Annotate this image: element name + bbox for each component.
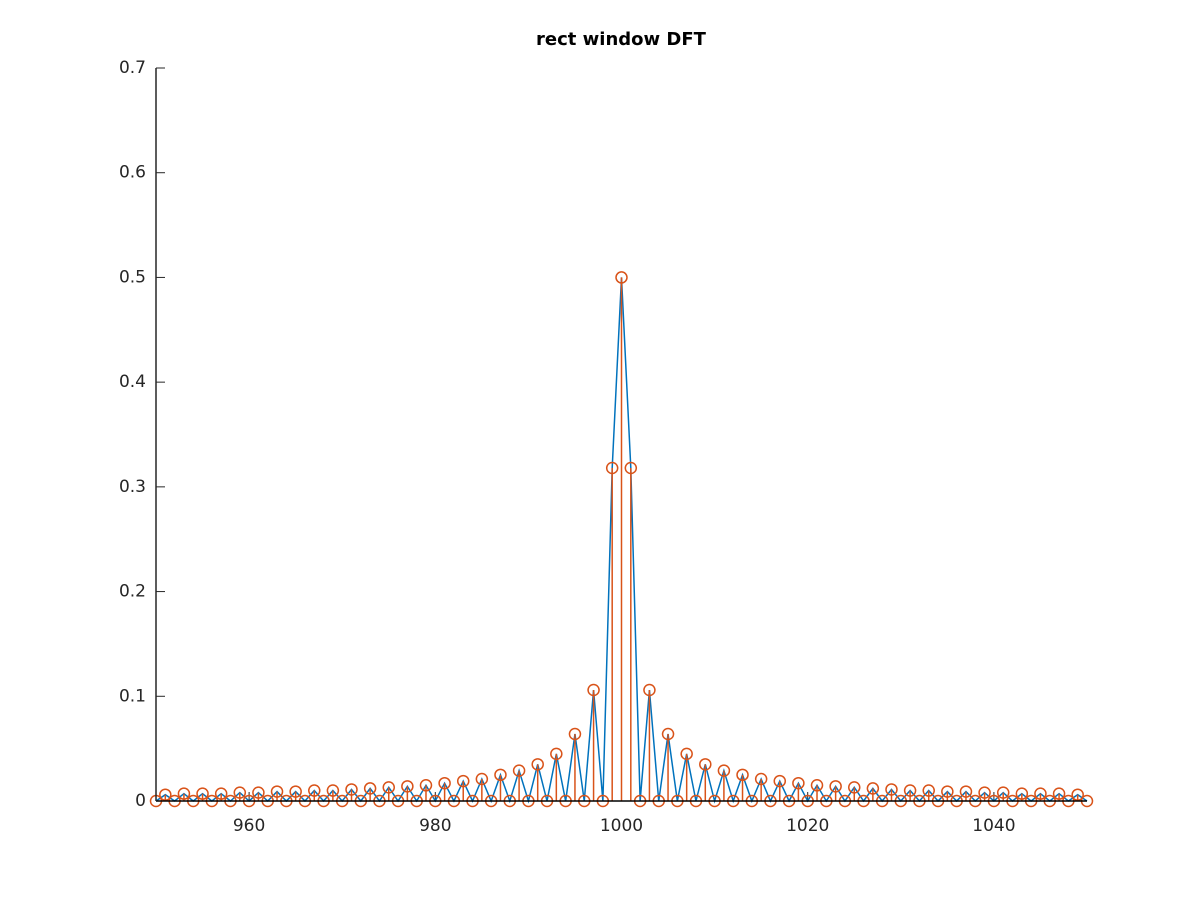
stem-marker: [661, 727, 675, 741]
stem-marker: [401, 780, 414, 793]
stem-marker: [345, 783, 358, 796]
stem-marker: [214, 787, 228, 800]
stem-marker: [568, 727, 582, 741]
stem-marker: [456, 774, 470, 788]
stem-marker: [382, 781, 395, 794]
y-tick-label: 0: [135, 791, 146, 811]
stem-marker: [615, 271, 628, 284]
stem-marker: [531, 758, 544, 771]
stem-marker: [550, 747, 563, 761]
stem-marker: [699, 758, 712, 771]
y-tick-label: 0.1: [119, 686, 146, 706]
stem-marker: [233, 786, 247, 799]
stem-marker: [717, 764, 731, 777]
stem-marker: [903, 784, 917, 797]
y-tick-label: 0.4: [119, 372, 146, 392]
stem-marker: [643, 683, 656, 697]
stem-marker: [810, 779, 824, 792]
stem-marker: [196, 787, 209, 800]
stem-marker: [978, 786, 991, 799]
stem-marker: [680, 747, 693, 761]
stem-marker: [885, 783, 898, 796]
stem-marker: [754, 772, 768, 786]
stem-marker: [587, 683, 600, 697]
stem-marker: [941, 785, 954, 798]
stem-marker: [792, 776, 805, 790]
x-tick-label: 980: [419, 816, 451, 836]
stem-marker: [177, 787, 191, 800]
stem-marker: [363, 782, 377, 795]
stem-marker: [270, 785, 284, 798]
stem-marker: [475, 772, 489, 786]
stem-marker: [494, 768, 507, 782]
y-tick-label: 0.3: [119, 477, 146, 497]
stem-marker: [866, 782, 880, 795]
stem-marker: [922, 784, 935, 797]
x-tick-label: 1040: [972, 816, 1015, 836]
stem-marker: [1052, 787, 1066, 800]
stem-marker: [1015, 787, 1029, 800]
y-tick-label: 0.7: [119, 58, 146, 78]
chart-title: rect window DFT: [536, 29, 707, 50]
stem-marker: [605, 461, 619, 475]
stem-marker: [308, 784, 321, 797]
stem-marker: [624, 461, 638, 475]
stem-marker: [419, 779, 433, 792]
stem-marker: [438, 776, 451, 790]
stem-marker: [1071, 788, 1084, 801]
stem-marker: [326, 784, 340, 797]
x-tick-label: 1020: [786, 816, 829, 836]
stem-marker: [159, 788, 172, 801]
x-tick-label: 1000: [600, 816, 643, 836]
stem-marker: [829, 780, 842, 793]
x-tick-label: 960: [233, 816, 265, 836]
stem-marker: [289, 785, 302, 798]
stem-marker: [252, 786, 265, 799]
stem-marker: [848, 781, 861, 794]
y-tick-label: 0.6: [119, 163, 146, 183]
stem-marker: [512, 764, 526, 777]
stem-marker: [773, 774, 787, 788]
stem-marker: [736, 768, 749, 782]
stem-marker: [959, 785, 973, 798]
stem-marker: [996, 786, 1010, 799]
y-tick-label: 0.2: [119, 582, 146, 602]
y-tick-label: 0.5: [119, 267, 146, 287]
stem-marker: [1034, 787, 1047, 800]
